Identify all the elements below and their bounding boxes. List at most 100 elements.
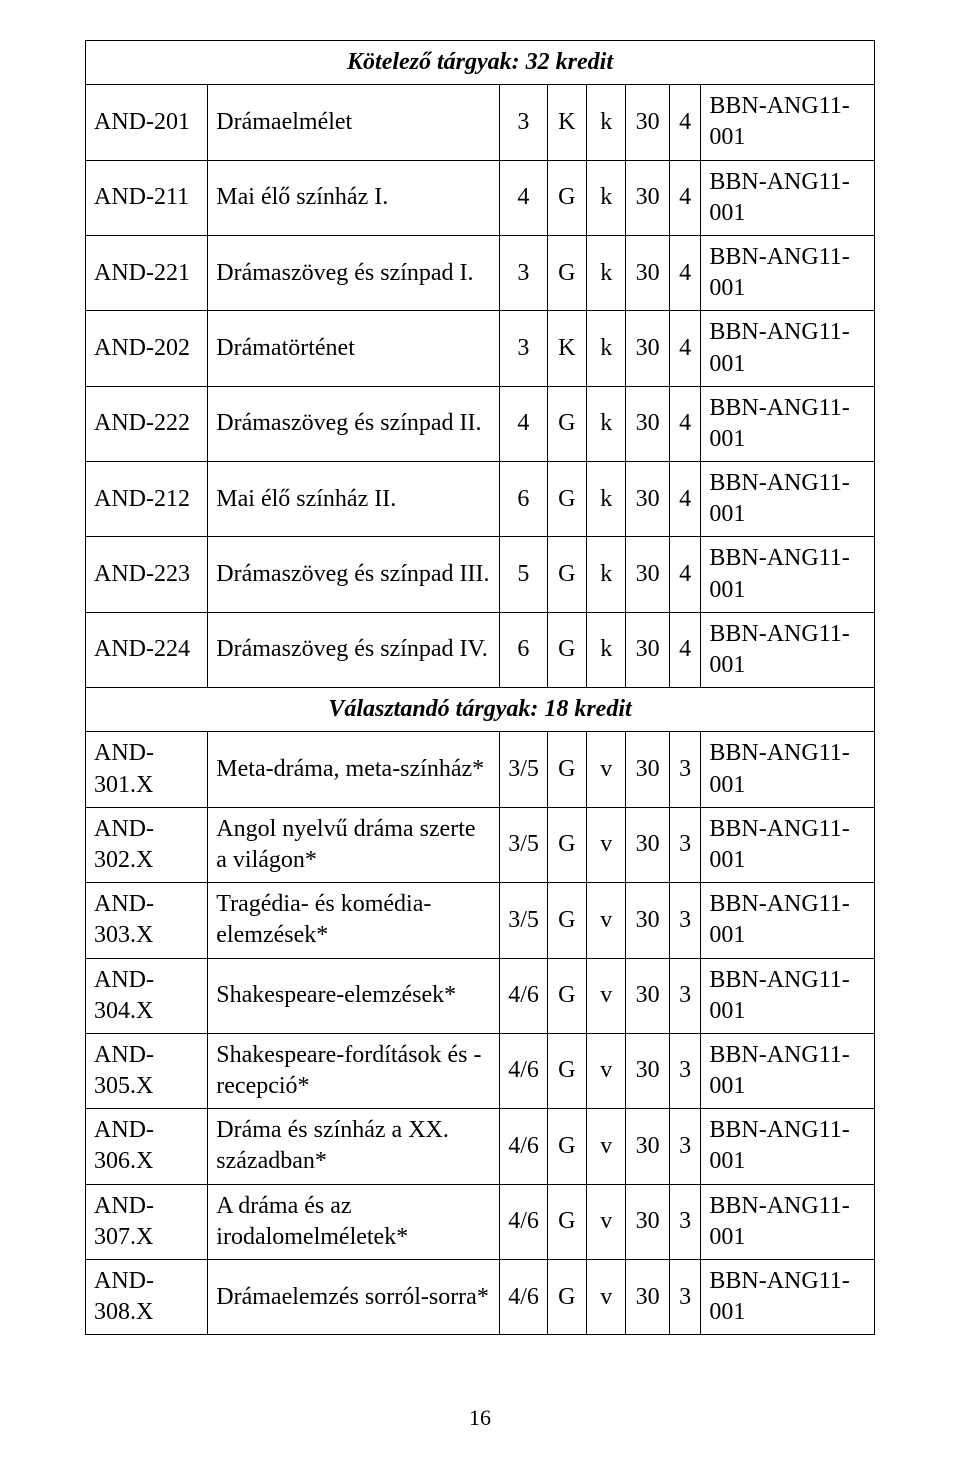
table-row: AND-307.XA dráma és az irodalomelméletek… bbox=[86, 1184, 875, 1259]
cell-prereq: BBN-ANG11-001 bbox=[701, 235, 875, 310]
cell-c7: 4 bbox=[669, 462, 701, 537]
cell-prereq: BBN-ANG11-001 bbox=[701, 807, 875, 882]
cell-c4: G bbox=[547, 958, 586, 1033]
cell-c3: 3/5 bbox=[500, 807, 547, 882]
cell-c5: k bbox=[586, 160, 625, 235]
cell-c6: 30 bbox=[626, 1260, 669, 1335]
table-row: AND-308.XDrámaelemzés sorról-sorra*4/6Gv… bbox=[86, 1260, 875, 1335]
cell-code: AND-304.X bbox=[86, 958, 208, 1033]
cell-c6: 30 bbox=[626, 537, 669, 612]
cell-name: Shakespeare-elemzések* bbox=[208, 958, 500, 1033]
cell-code: AND-224 bbox=[86, 612, 208, 687]
cell-name: Tragédia- és komédia-elemzések* bbox=[208, 883, 500, 958]
cell-c4: G bbox=[547, 160, 586, 235]
cell-c6: 30 bbox=[626, 1033, 669, 1108]
page-number: 16 bbox=[85, 1405, 875, 1431]
cell-c4: G bbox=[547, 1109, 586, 1184]
cell-name: Drámaszöveg és színpad III. bbox=[208, 537, 500, 612]
cell-name: Dráma és színház a XX. században* bbox=[208, 1109, 500, 1184]
cell-c7: 3 bbox=[669, 1033, 701, 1108]
cell-c3: 4/6 bbox=[500, 1260, 547, 1335]
cell-c4: K bbox=[547, 311, 586, 386]
cell-c5: k bbox=[586, 311, 625, 386]
cell-code: AND-212 bbox=[86, 462, 208, 537]
cell-prereq: BBN-ANG11-001 bbox=[701, 1033, 875, 1108]
cell-c3: 3 bbox=[500, 85, 547, 160]
cell-c4: G bbox=[547, 807, 586, 882]
cell-c7: 3 bbox=[669, 1184, 701, 1259]
cell-c6: 30 bbox=[626, 883, 669, 958]
table-row: AND-302.XAngol nyelvű dráma szerte a vil… bbox=[86, 807, 875, 882]
cell-name: Mai élő színház II. bbox=[208, 462, 500, 537]
section-header: Választandó tárgyak: 18 kredit bbox=[86, 688, 875, 732]
cell-c3: 4/6 bbox=[500, 1033, 547, 1108]
cell-prereq: BBN-ANG11-001 bbox=[701, 1109, 875, 1184]
table-row: AND-201Drámaelmélet3Kk304BBN-ANG11-001 bbox=[86, 85, 875, 160]
cell-c6: 30 bbox=[626, 958, 669, 1033]
cell-c7: 3 bbox=[669, 1109, 701, 1184]
cell-c3: 5 bbox=[500, 537, 547, 612]
cell-c5: v bbox=[586, 807, 625, 882]
cell-name: Meta-dráma, meta-színház* bbox=[208, 732, 500, 807]
cell-c5: v bbox=[586, 1184, 625, 1259]
cell-code: AND-211 bbox=[86, 160, 208, 235]
cell-name: Drámaszöveg és színpad IV. bbox=[208, 612, 500, 687]
table-row: AND-211Mai élő színház I.4Gk304BBN-ANG11… bbox=[86, 160, 875, 235]
cell-prereq: BBN-ANG11-001 bbox=[701, 386, 875, 461]
cell-c7: 3 bbox=[669, 883, 701, 958]
cell-c6: 30 bbox=[626, 1109, 669, 1184]
cell-prereq: BBN-ANG11-001 bbox=[701, 160, 875, 235]
cell-c6: 30 bbox=[626, 85, 669, 160]
cell-c5: v bbox=[586, 883, 625, 958]
cell-c6: 30 bbox=[626, 462, 669, 537]
cell-c5: v bbox=[586, 958, 625, 1033]
table-row: AND-221Drámaszöveg és színpad I.3Gk304BB… bbox=[86, 235, 875, 310]
cell-c5: v bbox=[586, 732, 625, 807]
cell-code: AND-301.X bbox=[86, 732, 208, 807]
cell-c5: k bbox=[586, 537, 625, 612]
cell-code: AND-222 bbox=[86, 386, 208, 461]
cell-prereq: BBN-ANG11-001 bbox=[701, 537, 875, 612]
cell-c6: 30 bbox=[626, 235, 669, 310]
table-row: AND-301.XMeta-dráma, meta-színház*3/5Gv3… bbox=[86, 732, 875, 807]
cell-c7: 3 bbox=[669, 1260, 701, 1335]
cell-c3: 4 bbox=[500, 386, 547, 461]
table-row: AND-222Drámaszöveg és színpad II.4Gk304B… bbox=[86, 386, 875, 461]
cell-prereq: BBN-ANG11-001 bbox=[701, 612, 875, 687]
cell-c7: 4 bbox=[669, 386, 701, 461]
cell-c6: 30 bbox=[626, 612, 669, 687]
cell-c5: v bbox=[586, 1109, 625, 1184]
cell-c4: K bbox=[547, 85, 586, 160]
cell-prereq: BBN-ANG11-001 bbox=[701, 462, 875, 537]
cell-c4: G bbox=[547, 537, 586, 612]
cell-c4: G bbox=[547, 1260, 586, 1335]
section-header: Kötelező tárgyak: 32 kredit bbox=[86, 41, 875, 85]
table-row: AND-202Drámatörténet3Kk304BBN-ANG11-001 bbox=[86, 311, 875, 386]
cell-c4: G bbox=[547, 732, 586, 807]
cell-c6: 30 bbox=[626, 807, 669, 882]
cell-c4: G bbox=[547, 883, 586, 958]
cell-c7: 4 bbox=[669, 311, 701, 386]
cell-c3: 6 bbox=[500, 462, 547, 537]
cell-c3: 6 bbox=[500, 612, 547, 687]
cell-c5: k bbox=[586, 85, 625, 160]
cell-c5: k bbox=[586, 462, 625, 537]
cell-c7: 4 bbox=[669, 235, 701, 310]
cell-prereq: BBN-ANG11-001 bbox=[701, 883, 875, 958]
cell-code: AND-308.X bbox=[86, 1260, 208, 1335]
cell-prereq: BBN-ANG11-001 bbox=[701, 732, 875, 807]
cell-c4: G bbox=[547, 462, 586, 537]
cell-prereq: BBN-ANG11-001 bbox=[701, 958, 875, 1033]
cell-name: A dráma és az irodalomelméletek* bbox=[208, 1184, 500, 1259]
cell-c7: 4 bbox=[669, 612, 701, 687]
cell-code: AND-307.X bbox=[86, 1184, 208, 1259]
cell-name: Shakespeare-fordítások és -recepció* bbox=[208, 1033, 500, 1108]
cell-c6: 30 bbox=[626, 386, 669, 461]
cell-prereq: BBN-ANG11-001 bbox=[701, 311, 875, 386]
table-row: AND-212Mai élő színház II.6Gk304BBN-ANG1… bbox=[86, 462, 875, 537]
cell-name: Drámaszöveg és színpad II. bbox=[208, 386, 500, 461]
cell-c6: 30 bbox=[626, 160, 669, 235]
cell-c5: v bbox=[586, 1033, 625, 1108]
cell-name: Drámaelemzés sorról-sorra* bbox=[208, 1260, 500, 1335]
table-row: AND-303.XTragédia- és komédia-elemzések*… bbox=[86, 883, 875, 958]
